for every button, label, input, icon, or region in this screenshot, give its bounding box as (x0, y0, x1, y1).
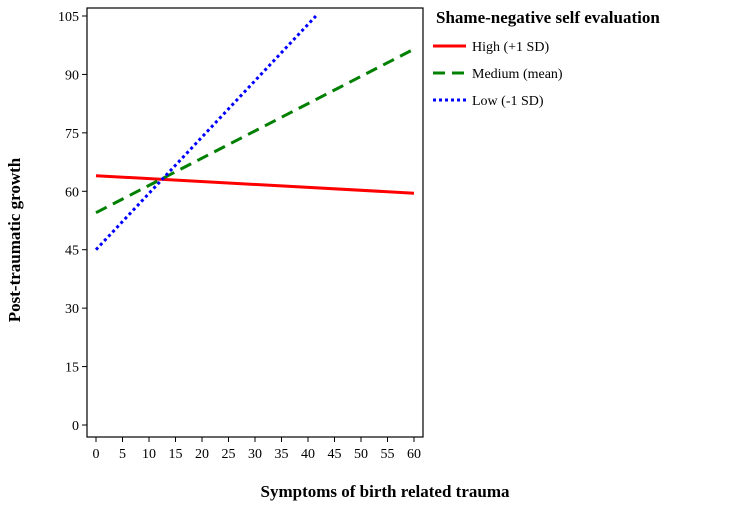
legend-label-1: Medium (mean) (472, 67, 563, 82)
y-tick-label: 30 (65, 302, 79, 317)
legend: Shame-negative self evaluation High (+1 … (433, 8, 660, 109)
x-tick-label: 20 (195, 447, 209, 462)
legend-label-0: High (+1 SD) (472, 40, 549, 55)
plot-frame (86, 7, 424, 438)
x-tick-label: 30 (248, 447, 262, 462)
series-lines (94, 14, 415, 251)
x-axis-title: Symptoms of birth related trauma (261, 482, 510, 501)
x-tick-label: 0 (93, 447, 100, 462)
y-tick-label: 90 (65, 68, 79, 83)
x-tick-label: 45 (328, 447, 342, 462)
x-tick-label: 40 (301, 447, 315, 462)
series-line-1 (95, 47, 415, 215)
series-line-0 (95, 174, 415, 195)
series-line-2 (94, 14, 317, 251)
x-tick-label: 25 (222, 447, 236, 462)
x-tick-label: 35 (275, 447, 289, 462)
y-axis-title: Post-traumatic growth (5, 157, 24, 322)
x-tick-label: 55 (381, 447, 395, 462)
x-tick-label: 10 (142, 447, 156, 462)
legend-label-2: Low (-1 SD) (472, 94, 544, 109)
x-axis: 0 5 10 15 20 25 30 35 40 45 50 55 60 (93, 437, 421, 462)
y-tick-label: 0 (72, 419, 79, 434)
y-tick-label: 45 (65, 244, 79, 259)
x-tick-label: 60 (407, 447, 421, 462)
y-tick-label: 105 (58, 10, 79, 25)
x-tick-label: 50 (354, 447, 368, 462)
y-axis: 0 15 30 45 60 75 90 105 (58, 10, 87, 434)
plot-area-border (86, 7, 424, 438)
y-tick-label: 60 (65, 185, 79, 200)
x-tick-label: 5 (119, 447, 126, 462)
y-tick-label: 15 (65, 361, 79, 376)
y-tick-label: 75 (65, 127, 79, 142)
x-tick-label: 15 (169, 447, 183, 462)
legend-title: Shame-negative self evaluation (436, 8, 660, 27)
